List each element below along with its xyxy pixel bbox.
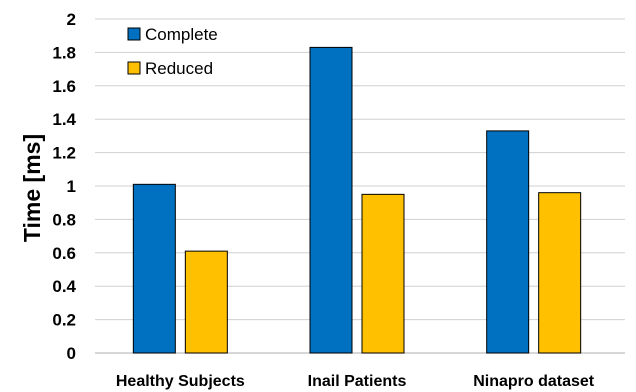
- legend-label-reduced: Reduced: [145, 59, 213, 78]
- y-tick-label: 2: [67, 10, 76, 29]
- y-tick-labels: 0 0.2 0.4 0.6 0.8 1 1.2 1.4 1.6 1.8 2: [52, 10, 76, 363]
- legend-swatch-complete: [127, 27, 141, 41]
- y-tick-label: 1.4: [52, 110, 76, 129]
- bar-reduced-2: [538, 192, 582, 354]
- legend-label-complete: Complete: [145, 25, 218, 44]
- x-category-label: Inail Patients: [308, 373, 407, 390]
- x-category-label: Ninapro dataset: [473, 373, 595, 390]
- bar-complete-0: [132, 183, 176, 354]
- x-category-labels: Healthy Subjects Inail Patients Ninapro da…: [116, 373, 595, 390]
- gridlines: [95, 18, 625, 354]
- legend-swatch-reduced: [127, 61, 141, 75]
- bar-complete-1: [309, 46, 353, 354]
- y-tick-label: 1.8: [52, 43, 76, 62]
- y-axis-label: Time [ms]: [19, 134, 45, 242]
- y-tick-label: 0.4: [52, 277, 76, 296]
- y-tick-label: 0: [67, 344, 76, 363]
- y-tick-label: 1: [67, 177, 76, 196]
- legend: Complete Reduced: [127, 25, 218, 78]
- y-tick-label: 0.2: [52, 311, 76, 330]
- y-tick-label: 1.6: [52, 77, 76, 96]
- y-tick-label: 1.2: [52, 144, 76, 163]
- bars: [132, 46, 582, 354]
- y-tick-label: 0.6: [52, 244, 76, 263]
- bar-reduced-0: [184, 250, 228, 354]
- bar-reduced-1: [361, 193, 405, 354]
- x-category-label: Healthy Subjects: [116, 373, 245, 390]
- bar-complete-2: [486, 130, 530, 354]
- y-tick-label: 0.8: [52, 210, 76, 229]
